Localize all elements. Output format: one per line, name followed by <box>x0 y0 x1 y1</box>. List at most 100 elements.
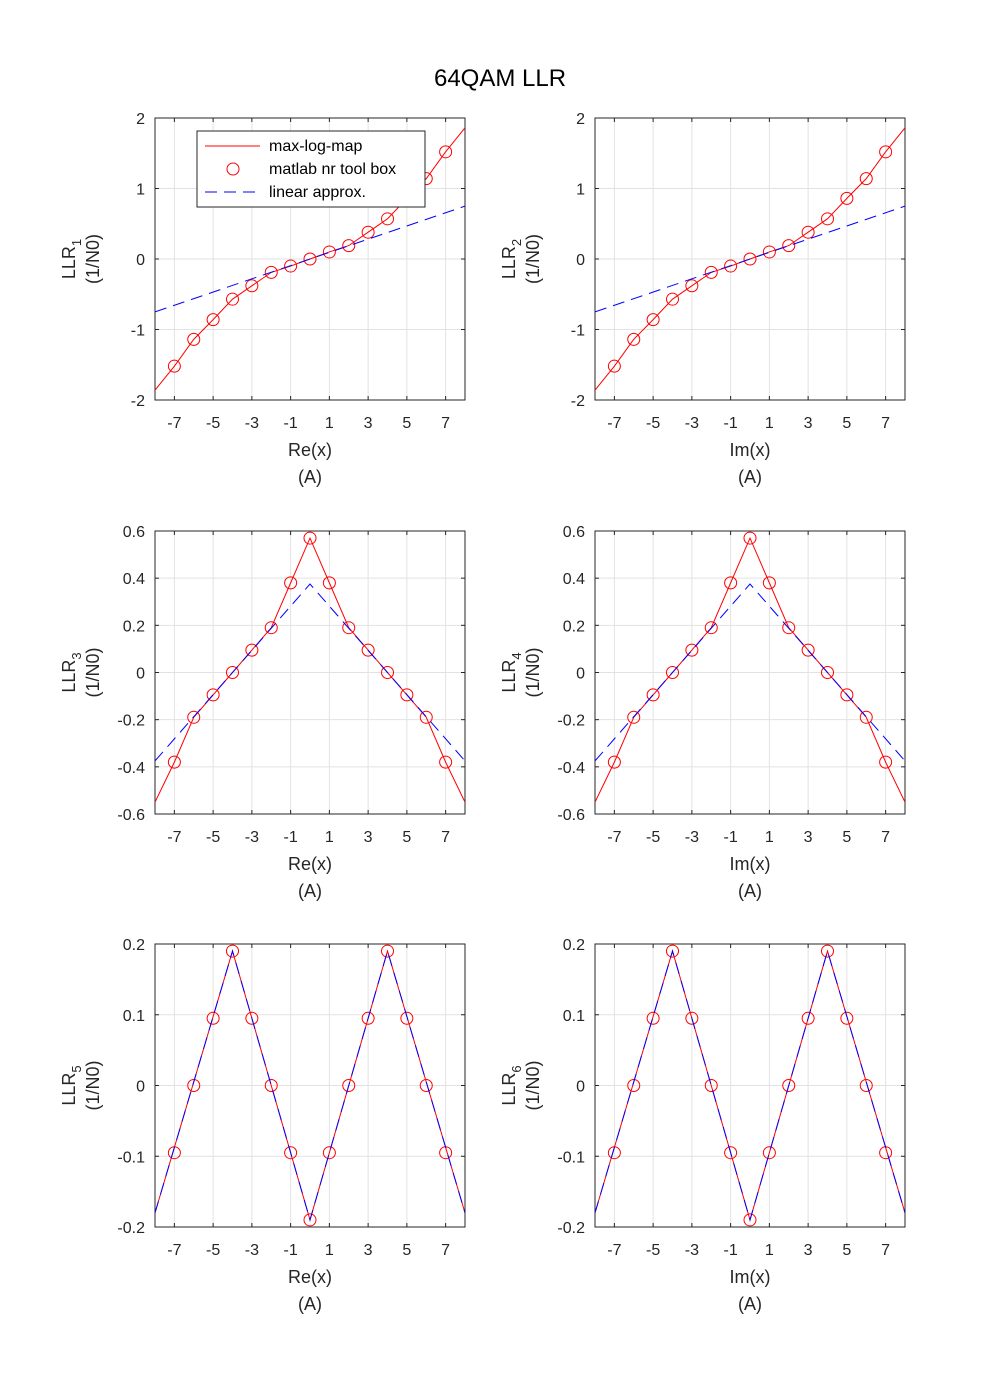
x-tick-label: -3 <box>245 415 259 432</box>
y-tick-label: -1 <box>131 323 145 340</box>
subplot-5: -7 -5 -3 -1 1 3 5 7 -0.2 -0.1 0 0.1 0.2 Re(x) (A) LLR5(… <box>59 937 466 1314</box>
y-tick-label: 0.2 <box>123 937 145 954</box>
data-point <box>743 531 757 545</box>
data-point <box>342 621 356 635</box>
x-tick-label: 7 <box>881 1242 890 1259</box>
y-tick-label: 0.1 <box>563 1008 585 1025</box>
x-tick-label: 5 <box>842 1242 851 1259</box>
x-tick-label: -3 <box>245 1242 259 1259</box>
data-point <box>859 710 873 724</box>
y-tick-label: 1 <box>136 182 145 199</box>
subplot-3: -7 -5 -3 -1 1 3 5 7 -0.6 -0.4 -0.2 0 0.2 0.4 0.6 Re(x) (… <box>59 524 466 901</box>
data-point <box>342 239 356 253</box>
data-point <box>400 688 414 702</box>
x-axis-unit: (A) <box>738 881 762 901</box>
y-tick-label: -0.4 <box>557 760 585 777</box>
y-tick-label: 0 <box>576 252 585 269</box>
y-tick-label: 0 <box>576 1079 585 1096</box>
data-point <box>284 1146 298 1160</box>
data-point <box>381 944 394 958</box>
y-tick-label: -0.4 <box>117 760 145 777</box>
linear-approx-line <box>155 583 465 762</box>
data-point <box>685 279 699 293</box>
plot-area <box>595 944 905 1227</box>
x-tick-label: 1 <box>325 415 334 432</box>
data-point <box>743 252 757 266</box>
subplot-1: -7 -5 -3 -1 1 3 5 7 -2 -1 0 1 2 Re(x) (A) LLR1 (1/N0) max… <box>59 111 466 487</box>
data-point <box>187 710 201 724</box>
y-tick-label: 0.2 <box>123 618 145 635</box>
data-point <box>284 576 298 590</box>
data-point <box>685 1011 699 1025</box>
data-point <box>879 145 893 159</box>
data-point <box>361 225 375 239</box>
y-axis-label: LLR2 <box>499 239 524 279</box>
y-tick-label: 0.6 <box>123 524 145 541</box>
x-tick-label: 5 <box>402 415 411 432</box>
data-point <box>206 688 220 702</box>
y-tick-label: -1 <box>571 323 585 340</box>
legend-entry: linear approx. <box>269 184 366 201</box>
data-point <box>743 1213 757 1227</box>
x-tick-label: 1 <box>765 1242 774 1259</box>
data-point <box>245 643 259 657</box>
y-tick-label: -2 <box>571 393 585 410</box>
y-tick-label: 1 <box>576 182 585 199</box>
x-tick-label: -3 <box>685 829 699 846</box>
data-point <box>226 944 239 958</box>
x-axis-label: Im(x) <box>730 1267 771 1287</box>
y-tick-label: -0.2 <box>117 713 145 730</box>
y-axis-unit: (1/N0) <box>523 234 543 284</box>
y-tick-label: -0.6 <box>557 807 585 824</box>
data-point <box>607 755 621 769</box>
y-tick-label: 0.6 <box>563 524 585 541</box>
x-tick-label: -1 <box>724 1242 738 1259</box>
linear-approx-line <box>595 205 905 313</box>
data-point <box>284 259 298 273</box>
data-point <box>322 1146 336 1160</box>
data-point <box>167 359 181 373</box>
x-tick-label: -1 <box>724 829 738 846</box>
data-point <box>724 576 738 590</box>
data-point <box>627 332 641 346</box>
data-point <box>439 755 453 769</box>
y-axis-label: LLR5 <box>59 1065 84 1105</box>
y-tick-label: -0.2 <box>117 1220 145 1237</box>
x-tick-label: 7 <box>881 415 890 432</box>
data-point <box>245 279 259 293</box>
y-axis-label: LLR3 <box>59 652 84 692</box>
data-point <box>264 265 278 279</box>
data-point <box>801 225 815 239</box>
linear-approx-line <box>595 583 905 762</box>
data-point <box>439 145 453 159</box>
x-tick-label: 3 <box>364 1242 373 1259</box>
data-point <box>187 1079 201 1092</box>
x-tick-label: -1 <box>724 415 738 432</box>
x-tick-label: -3 <box>685 415 699 432</box>
data-point <box>303 1213 317 1227</box>
y-axis-label: LLR6 <box>499 1065 524 1105</box>
y-tick-label: -0.2 <box>557 1220 585 1237</box>
data-point <box>666 944 679 958</box>
data-point <box>840 1011 854 1025</box>
x-tick-label: -1 <box>284 1242 298 1259</box>
data-point <box>762 1146 776 1160</box>
x-tick-label: 5 <box>842 829 851 846</box>
y-tick-label: 0.4 <box>123 571 145 588</box>
y-axis-unit: (1/N0) <box>83 1060 103 1110</box>
data-point <box>666 666 679 679</box>
data-point <box>419 710 433 724</box>
y-tick-label: 0 <box>136 1079 145 1096</box>
data-point <box>724 259 738 273</box>
data-point <box>821 212 834 226</box>
data-point <box>685 643 699 657</box>
data-point <box>264 1079 278 1092</box>
x-tick-label: 3 <box>804 1242 813 1259</box>
legend-entry: max-log-map <box>269 138 362 155</box>
plot-area <box>595 127 905 391</box>
y-tick-label: 0 <box>576 666 585 683</box>
linear-approx-line <box>155 949 465 1222</box>
x-tick-label: 5 <box>842 415 851 432</box>
data-point <box>187 332 201 346</box>
data-point <box>361 1011 375 1025</box>
